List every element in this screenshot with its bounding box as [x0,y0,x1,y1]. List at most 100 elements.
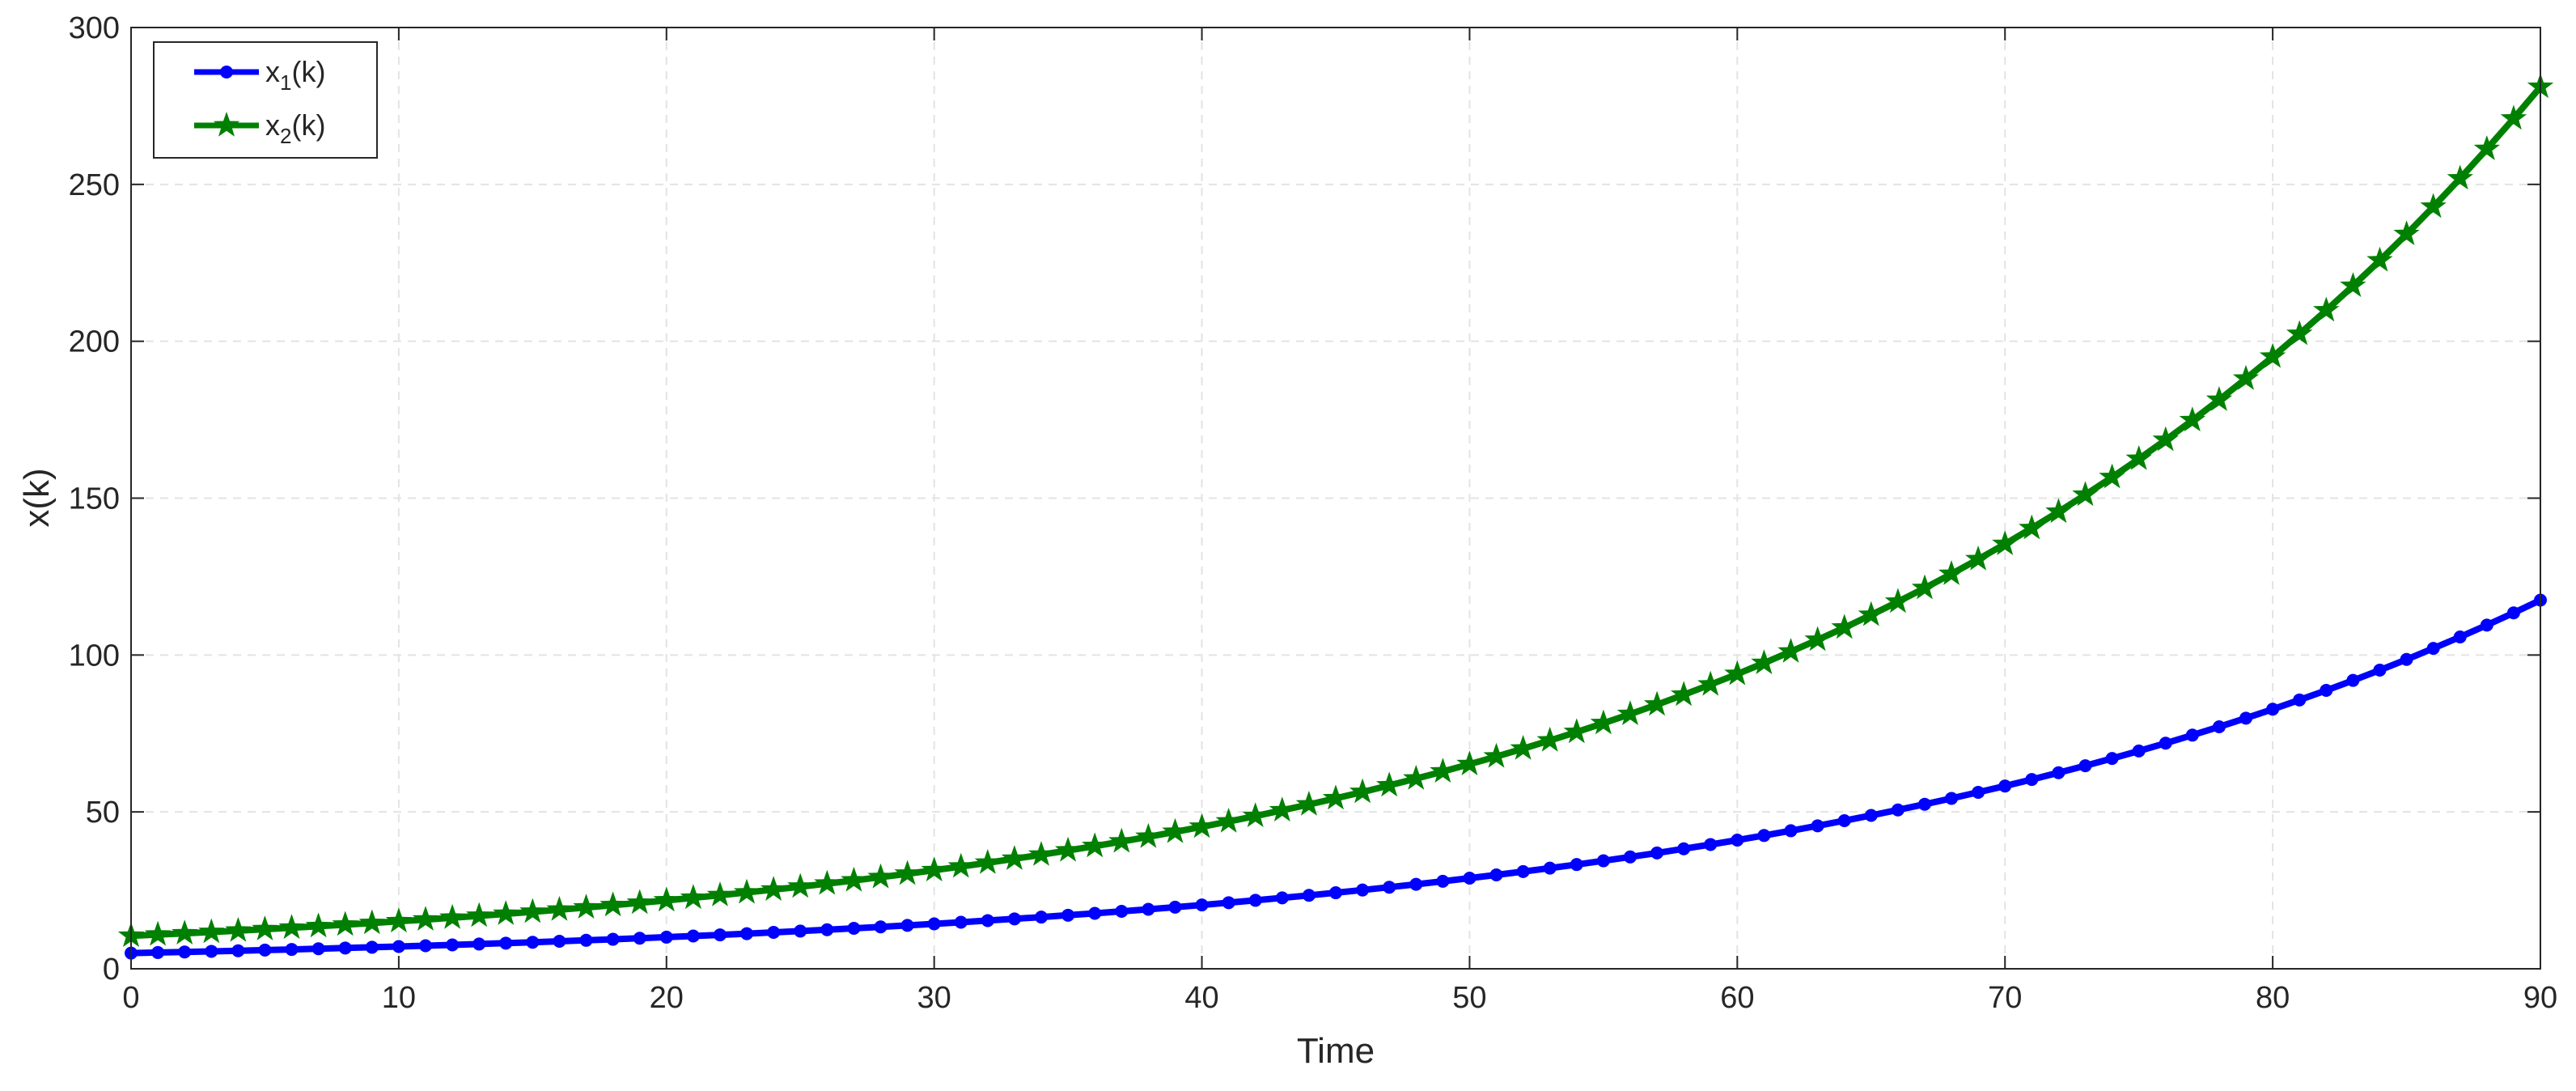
data-point-star [814,869,841,895]
data-point-dot [205,945,218,958]
data-point-star [1054,836,1082,862]
series-x1 [125,593,2547,960]
data-point-dot [285,943,299,957]
data-point-dot [874,920,888,934]
data-point-dot [1035,911,1049,924]
data-point-star [519,898,546,923]
data-point-star [172,919,198,945]
data-point-star [921,856,947,881]
data-point-dot [606,932,620,946]
data-point-star [1188,813,1215,838]
data-point-dot [1275,891,1289,905]
data-point-star [1831,613,1858,639]
x-axis-label: Time [1297,1031,1375,1071]
y-tick-label: 0 [103,953,120,987]
data-point-dot [1864,809,1878,822]
x-tick-label: 70 [1988,981,2022,1015]
data-point-star [787,872,814,898]
data-point-dot [927,917,941,931]
data-point-dot [1463,872,1477,885]
data-point-star [2179,406,2205,431]
data-point-dot [311,942,325,956]
data-point-dot [1383,881,1396,894]
data-point-star [2232,364,2260,390]
data-point-dot [740,927,754,940]
data-point-dot [1168,900,1182,914]
data-point-dot [2266,703,2280,716]
data-point-dot [2132,744,2146,758]
data-point-dot [392,940,405,953]
data-point-dot [418,939,432,953]
y-tick-label: 150 [69,482,120,516]
data-point-dot [2453,630,2467,643]
data-point-star [867,863,894,889]
data-point-star [305,912,332,938]
y-tick-label: 100 [69,639,120,673]
data-point-star [1938,560,1965,585]
data-point-dot [1409,877,1423,891]
data-point-star [974,849,1001,874]
data-point-star [1108,827,1135,853]
data-point-star [144,920,172,946]
data-point-dot [526,936,540,949]
data-point-dot [1623,850,1637,864]
y-tick-label: 50 [86,796,120,830]
data-point-star [1804,626,1831,652]
data-point-star [1483,742,1510,768]
data-point-star [1456,750,1483,775]
data-point-dot [1356,883,1370,897]
data-point-star [439,903,466,929]
grid-lines [131,28,2540,969]
data-point-star [252,915,278,940]
data-point-dot [2400,652,2413,666]
data-point-dot [1650,846,1664,860]
data-point-star [573,894,600,919]
x-tick-label: 30 [917,981,951,1015]
data-point-dot [1784,824,1798,838]
legend-marker-x2 [213,112,240,137]
data-point-star [1215,808,1242,833]
data-point-star [1430,758,1456,783]
data-point-dot [2320,683,2333,697]
data-point-dot [338,941,352,955]
data-point-dot [1543,861,1557,875]
data-point-star [2420,193,2447,219]
data-point-dot [2212,720,2226,733]
data-point-dot [900,919,914,932]
y-tick-label: 300 [69,11,120,45]
data-point-dot [365,940,379,954]
data-point-dot [1972,785,1985,799]
data-point-star [947,852,974,878]
x-tick-label: 40 [1184,981,1218,1015]
data-point-star [1162,817,1188,843]
data-point-dot [1704,838,1718,851]
data-point-dot [2480,618,2493,632]
data-point-star [2152,426,2179,452]
data-point-star [1751,649,1777,674]
data-point-star [2286,320,2313,346]
x-tick-label: 90 [2523,981,2557,1015]
data-point-dot [553,935,566,949]
data-point-dot [1142,902,1155,916]
data-point-star [2500,104,2527,130]
data-point-star [1135,822,1162,848]
data-point-dot [981,914,994,928]
data-point-star [1724,660,1751,686]
data-point-star [2045,498,2072,524]
data-point-star [1376,771,1403,797]
data-point-star [2019,514,2045,540]
data-point-dot [446,938,460,952]
data-point-dot [954,915,968,929]
data-point-dot [1757,829,1771,843]
data-point-star [1884,588,1911,613]
data-point-star [1349,778,1376,804]
axis-ticks: 0 10 20 30 40 50 60 70 80 90 0 50 100 150 200 250 300 [69,11,2558,1015]
data-point-dot [579,933,593,947]
data-point-dot [2346,673,2360,687]
series-x2 [117,73,2554,947]
data-point-star [1616,700,1644,725]
legend-box [153,41,378,159]
y-tick-label: 200 [69,325,120,359]
data-point-star [1697,670,1724,696]
data-point-dot [1596,854,1610,868]
